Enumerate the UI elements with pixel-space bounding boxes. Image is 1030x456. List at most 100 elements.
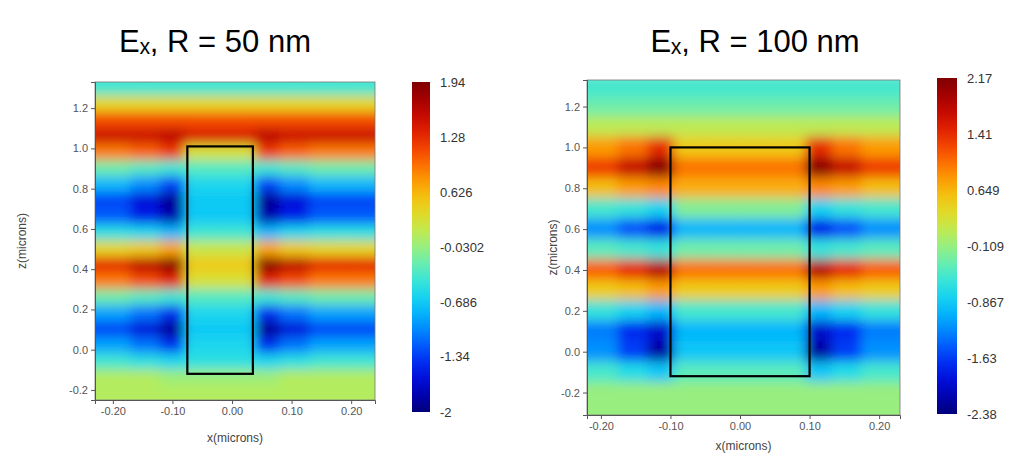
tick-label: 0.0 bbox=[565, 346, 580, 358]
heatmap-cell bbox=[160, 305, 185, 322]
tick: -0.20 bbox=[101, 400, 126, 417]
heatmap-cell bbox=[618, 157, 649, 178]
heatmap-cell bbox=[255, 208, 280, 225]
tick: -0.10 bbox=[658, 415, 683, 432]
heatmap-cell bbox=[705, 178, 741, 199]
heatmap-cell bbox=[95, 112, 131, 129]
heatmap-cell bbox=[618, 98, 649, 117]
tick-label: 0.10 bbox=[799, 420, 820, 432]
heatmap-cell bbox=[345, 112, 375, 129]
heatmap-cell bbox=[279, 160, 310, 177]
heatmap-cell bbox=[618, 218, 649, 239]
tick-mark bbox=[91, 309, 95, 310]
tick: 0.6 bbox=[565, 223, 587, 235]
heatmap-cell bbox=[673, 341, 705, 362]
heatmap-cell bbox=[279, 257, 310, 274]
heatmap-cell bbox=[647, 98, 674, 117]
heatmap-cell bbox=[832, 341, 863, 362]
heatmap-cell bbox=[705, 239, 741, 260]
heatmap-cell bbox=[279, 208, 310, 225]
heatmap-cell bbox=[160, 337, 185, 354]
heatmap-cell bbox=[160, 82, 185, 97]
tick-label: 0.00 bbox=[222, 405, 243, 417]
heatmap-cell bbox=[208, 369, 233, 386]
heatmap-cell bbox=[861, 137, 900, 158]
heatmap-cell bbox=[232, 128, 257, 145]
heatmap-cell bbox=[160, 176, 185, 193]
heatmap-cell bbox=[832, 280, 863, 301]
tick-mark bbox=[292, 400, 293, 404]
colorbar-tick-label: -2.38 bbox=[967, 407, 997, 422]
heatmap-cell bbox=[309, 337, 346, 354]
heatmap-cell bbox=[345, 305, 375, 322]
panel: -0.20-0.100.000.100.20-0.20.00.20.40.60.… bbox=[15, 24, 484, 445]
heatmap-cell bbox=[832, 300, 863, 321]
heatmap-cell bbox=[309, 160, 346, 177]
colorbar-tick: -2 bbox=[430, 405, 452, 420]
heatmap-cell bbox=[255, 82, 280, 97]
heatmap-cell bbox=[832, 178, 863, 199]
heatmap-cell bbox=[774, 321, 806, 342]
tick-label: -0.10 bbox=[160, 405, 185, 417]
heatmap-cell bbox=[345, 96, 375, 113]
heatmap-cell bbox=[95, 385, 131, 400]
heatmap-cell bbox=[309, 289, 346, 306]
heatmap-cell bbox=[160, 289, 185, 306]
heatmap-cell bbox=[279, 321, 310, 338]
heatmap-cell bbox=[705, 280, 741, 301]
heatmap-cell bbox=[618, 239, 649, 260]
heatmap-cell bbox=[861, 178, 900, 199]
heatmap-cell bbox=[309, 257, 346, 274]
heatmap-cell bbox=[279, 192, 310, 209]
heatmap-cell bbox=[705, 218, 741, 239]
heatmap-cell bbox=[861, 361, 900, 382]
heatmap-cell bbox=[832, 361, 863, 382]
heatmap-cell bbox=[861, 321, 900, 342]
heatmap-cell bbox=[832, 218, 863, 239]
tick-mark bbox=[879, 415, 880, 419]
heatmap-cell bbox=[279, 273, 310, 290]
heatmap-cell bbox=[705, 341, 741, 362]
axis-line bbox=[96, 401, 376, 405]
heatmap-cell bbox=[618, 400, 649, 415]
heatmap-cell bbox=[673, 218, 705, 239]
heatmap-cell bbox=[673, 361, 705, 382]
cells bbox=[587, 80, 900, 415]
tick: 1.0 bbox=[73, 142, 95, 154]
heatmap-cell bbox=[255, 257, 280, 274]
heatmap-cell bbox=[618, 116, 649, 137]
tick-label: 0.4 bbox=[73, 263, 88, 275]
heatmap-cell bbox=[95, 192, 131, 209]
heatmap-cell bbox=[774, 259, 806, 280]
y-axis-title: z(microns) bbox=[15, 213, 29, 269]
colorbar-tick-label: 1.41 bbox=[967, 127, 992, 142]
heatmap-cell bbox=[95, 369, 131, 386]
plot-frame bbox=[95, 82, 375, 400]
colorbar-tick: -1.63 bbox=[957, 351, 997, 366]
heatmap-cell bbox=[309, 321, 346, 338]
heatmap-cell bbox=[309, 208, 346, 225]
heatmap-cell bbox=[279, 112, 310, 129]
heatmap-cell bbox=[587, 98, 619, 117]
heatmap-cell bbox=[832, 157, 863, 178]
heatmap-cell bbox=[130, 176, 161, 193]
heatmap-cell bbox=[345, 257, 375, 274]
colorbar-axis: 1.941.280.626-0.0302-0.686-1.34-2 bbox=[430, 75, 484, 420]
tick-mark bbox=[670, 415, 671, 419]
heatmap-cell bbox=[774, 178, 806, 199]
heatmap-cell bbox=[587, 80, 619, 99]
heatmap-cell bbox=[130, 369, 161, 386]
heatmap-cell bbox=[309, 192, 346, 209]
heatmap-cell bbox=[309, 176, 346, 193]
tick-mark bbox=[91, 269, 95, 270]
tick-mark bbox=[740, 415, 741, 419]
heatmap-cell bbox=[130, 289, 161, 306]
tick-mark bbox=[601, 415, 602, 419]
heatmap-cell bbox=[95, 160, 131, 177]
heatmap-cell bbox=[160, 241, 185, 258]
heatmap-cell bbox=[705, 198, 741, 219]
tick-mark bbox=[810, 415, 811, 419]
heatmap-cell bbox=[130, 305, 161, 322]
colorbar-tick-label: -1.34 bbox=[440, 349, 470, 364]
colorbar-tick: 1.41 bbox=[957, 127, 992, 142]
